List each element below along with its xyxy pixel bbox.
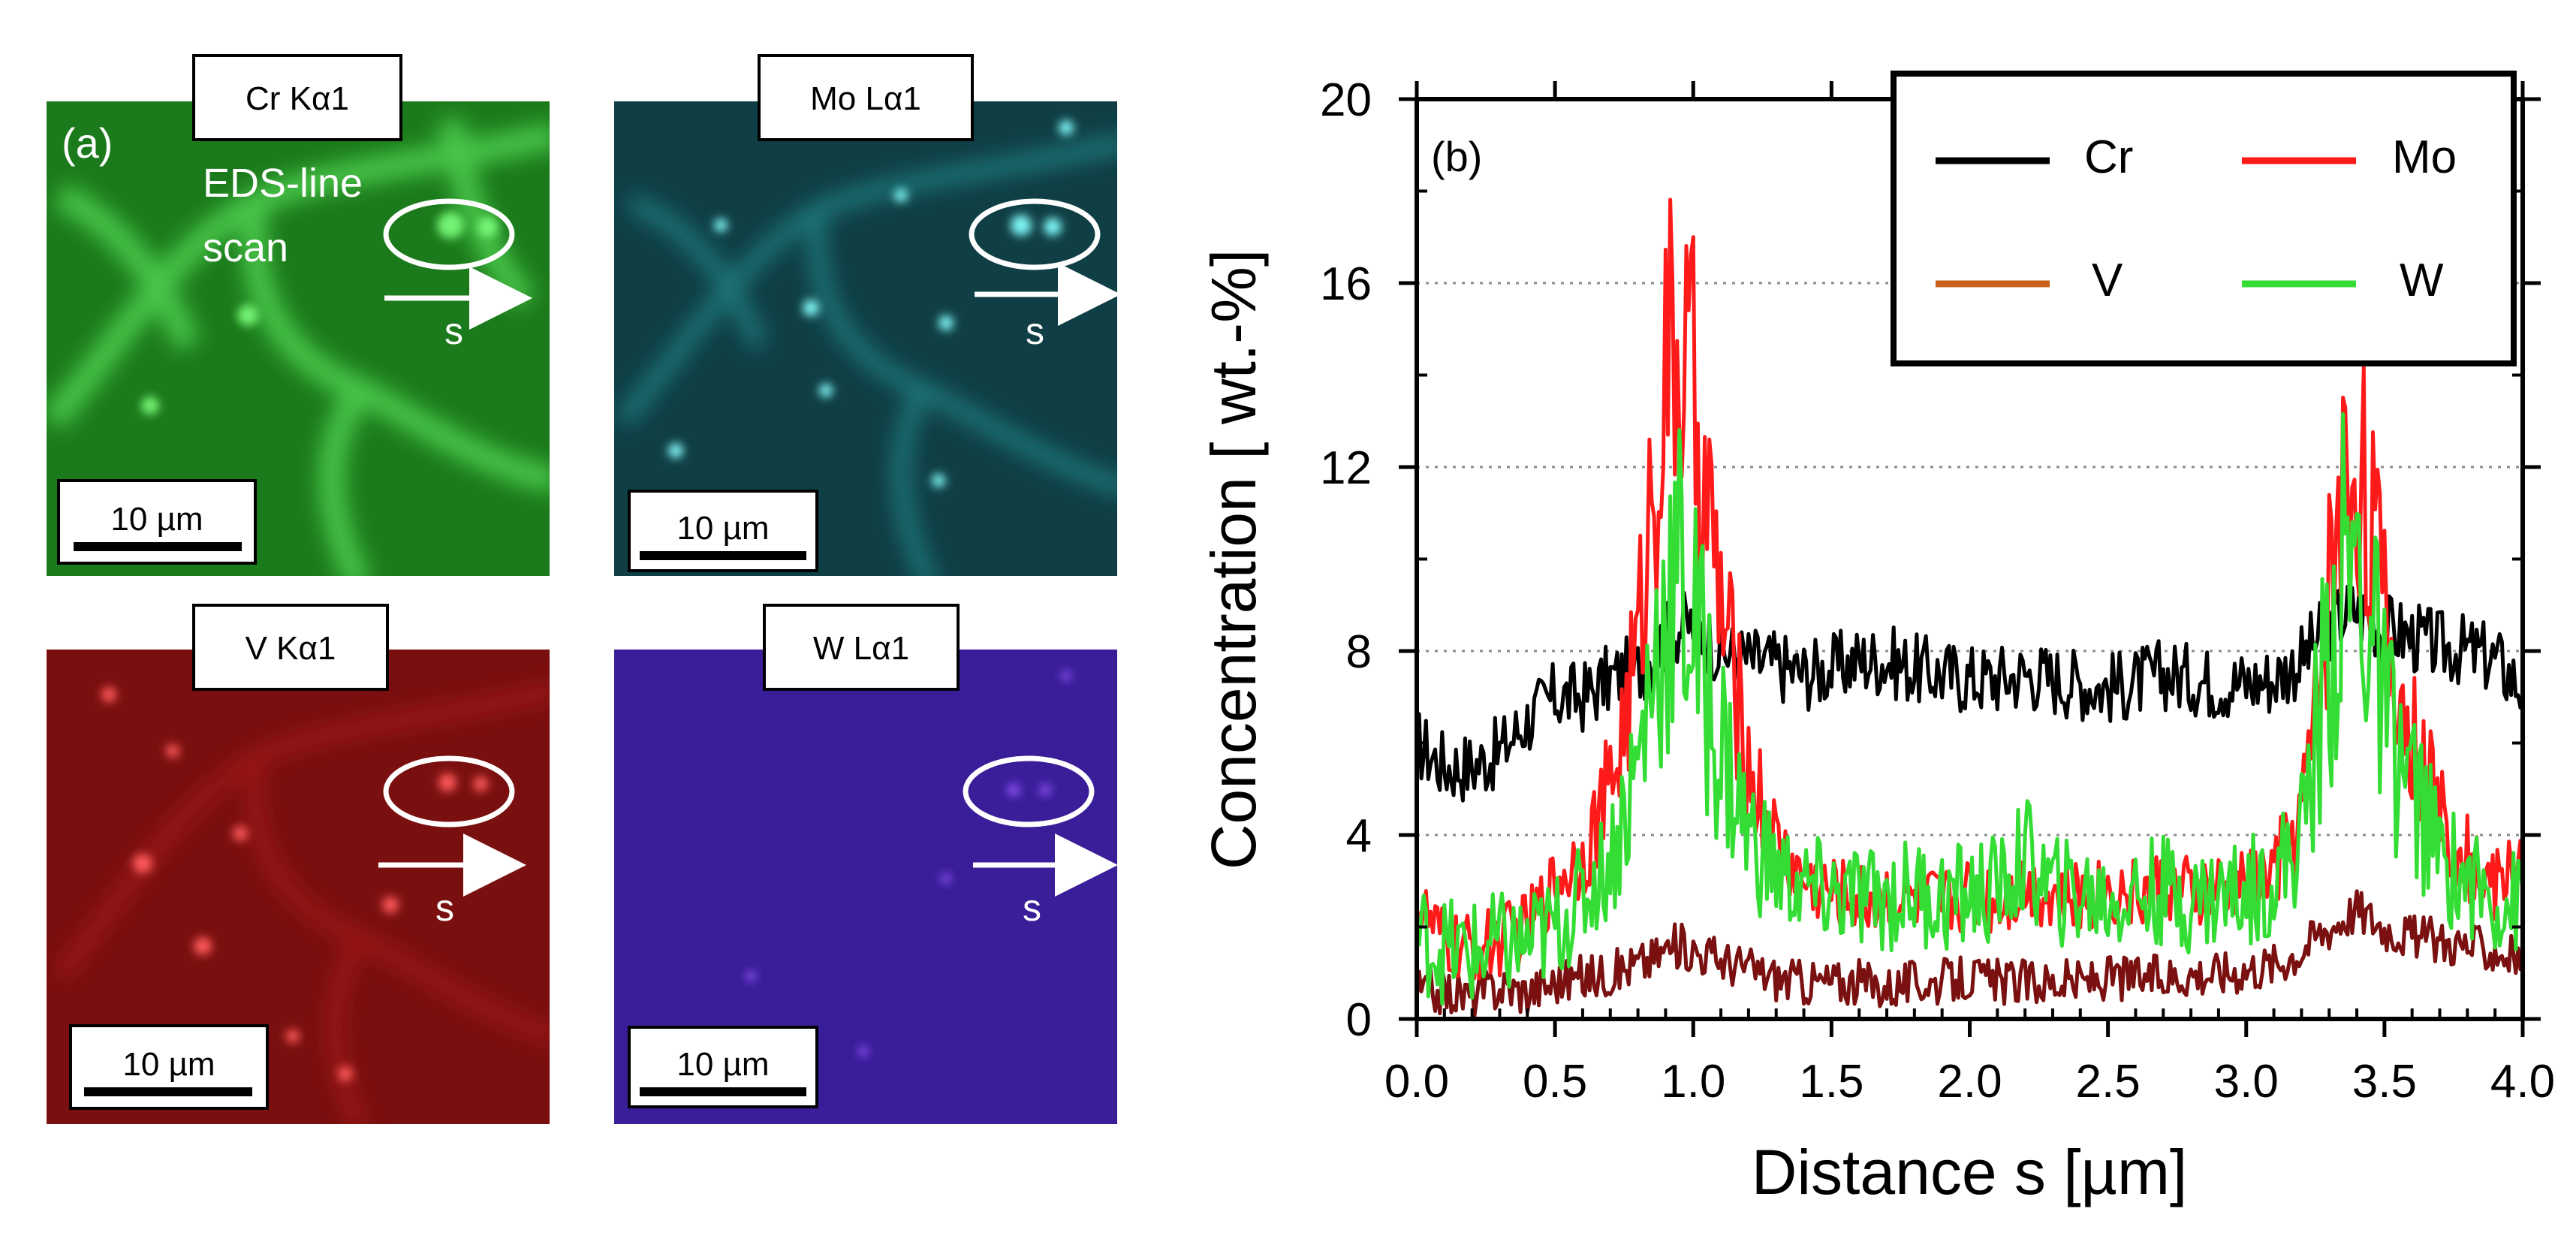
- panel-a-label: (a): [62, 119, 113, 167]
- w-arrow-label: s: [1023, 887, 1041, 929]
- legend-label-mo: Mo: [2392, 131, 2457, 183]
- v-map-title: V Kα1: [246, 630, 336, 667]
- v-scale-bar: [84, 1087, 252, 1096]
- cr-scan-ellipse: [383, 198, 515, 270]
- series-line-cr: [1417, 584, 2523, 803]
- mo-map-title: Mo Lα1: [810, 80, 921, 117]
- cr-arrow-label: s: [444, 310, 463, 352]
- w-map-texture: [746, 671, 1071, 1057]
- chart-tick-labels: 0 4 8 12 16 20 0.0 0.5 1.0 1.5 2.0 2.5 3.0 3.5 4.0: [1320, 74, 2555, 1108]
- v-scale-label: 10 µm: [122, 1046, 215, 1083]
- series-line-w: [1417, 411, 2523, 1006]
- mo-scale-bar: [640, 551, 806, 560]
- cr-scale-bar: [74, 542, 242, 551]
- mo-scale-label: 10 µm: [676, 510, 769, 547]
- chart-series: [1417, 197, 2523, 1019]
- x-tick-label: 4.0: [2490, 1056, 2555, 1108]
- y-tick-label: 16: [1320, 258, 1372, 310]
- y-tick-label: 8: [1346, 626, 1372, 678]
- series-line-mo: [1417, 197, 2523, 981]
- legend-label-w: W: [2400, 255, 2444, 306]
- cr-scale-label: 10 µm: [110, 501, 203, 538]
- cr-title-box: [192, 54, 402, 141]
- mo-title-box: [758, 54, 974, 141]
- v-arrow-label: s: [435, 887, 454, 929]
- eds-annotation-line1: EDS-line: [203, 161, 363, 206]
- v-map-texture: [53, 683, 550, 1124]
- legend-box: [1891, 71, 2517, 366]
- mo-map-texture: [616, 120, 1117, 576]
- v-title-box: [192, 604, 389, 691]
- v-map-panel: V Kα1 s 10 µm: [47, 604, 550, 1124]
- chart-legend: Cr Mo V W: [1891, 71, 2517, 366]
- x-tick-label: 1.5: [1799, 1056, 1863, 1108]
- x-axis-title: Distance s [µm]: [1752, 1137, 2188, 1207]
- y-tick-label: 4: [1346, 810, 1372, 862]
- x-tick-label: 2.0: [1937, 1056, 2002, 1108]
- w-scan-ellipse: [963, 755, 1095, 827]
- chart-panel: 0 4 8 12 16 20 0.0 0.5 1.0 1.5 2.0 2.5 3.0 3.5 4.0 (b)…: [1198, 71, 2555, 1207]
- w-title-box: [763, 604, 960, 691]
- w-scale-label: 10 µm: [676, 1046, 769, 1083]
- x-tick-label: 3.0: [2214, 1056, 2279, 1108]
- y-tick-label: 20: [1320, 74, 1372, 126]
- x-tick-label: 0.0: [1384, 1056, 1449, 1108]
- w-map-title: W Lα1: [813, 630, 909, 667]
- x-tick-label: 0.5: [1523, 1056, 1587, 1108]
- mo-map-panel: Mo Lα1 s 10 µm: [614, 54, 1121, 576]
- y-tick-label: 0: [1346, 994, 1372, 1046]
- w-scale-bar: [640, 1087, 806, 1096]
- mo-arrow-label: s: [1026, 310, 1044, 352]
- w-map-panel: W Lα1 s 10 µm: [614, 604, 1118, 1124]
- x-tick-label: 1.0: [1661, 1056, 1725, 1108]
- x-tick-label: 3.5: [2352, 1056, 2417, 1108]
- panel-b-label: (b): [1431, 133, 1482, 180]
- eds-annotation-line2: scan: [203, 225, 288, 270]
- cr-map-panel: Cr Kα1 (a) EDS-line scan s 10 µm: [47, 54, 550, 576]
- v-scan-ellipse: [383, 755, 515, 827]
- cr-map-texture: [47, 117, 550, 576]
- cr-map-title: Cr Kα1: [246, 80, 349, 117]
- y-axis-title: Concentration [ wt.-%]: [1198, 249, 1269, 870]
- series-line-v: [1417, 889, 2523, 1019]
- legend-label-cr: Cr: [2084, 131, 2133, 183]
- mo-scan-ellipse: [969, 198, 1101, 270]
- x-tick-label: 2.5: [2076, 1056, 2141, 1108]
- y-tick-label: 12: [1320, 442, 1372, 494]
- legend-label-v: V: [2092, 255, 2123, 306]
